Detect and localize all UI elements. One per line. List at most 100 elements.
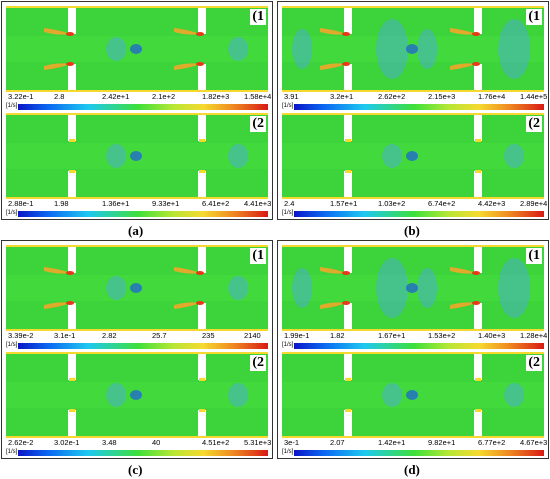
colorbar-tick-label: 2.8 [54,92,65,101]
low-rate-core [130,151,142,161]
colorbar-ticks: 3.22e-1 2.8 2.42e+1 2.1e+2 1.82e+3 1.58e+4 [6,92,272,102]
colorbar-tick-label: 1.99e-1 [284,331,310,340]
high-rate-streak [44,28,70,35]
baffle-bottom [198,64,206,92]
peak-rate-spot [196,271,204,275]
low-rate-region [228,383,248,407]
low-rate-region [106,383,126,407]
colorbar-tick-label: 2.88e-1 [8,199,34,208]
baffle-top [198,113,206,141]
baffle-top [344,113,352,141]
low-rate-core [406,151,418,161]
subplot-2: (2 2.4 1.57e+1 1.03e+2 6.74e+2 4.42e+3 2.89e+4… [282,113,547,220]
low-rate-region [228,276,248,300]
high-rate-streak [69,139,75,142]
low-rate-region [382,144,402,168]
low-rate-region [376,19,408,79]
high-rate-streak [475,409,481,412]
contour-field: (2 [282,352,544,438]
colorbar-tick-label: 9.82e+1 [428,438,456,447]
subplot-2: (2 2.62e-2 3.02e-1 3.48 40 4.51e+2 5.31e+3 [1/s… [6,352,272,459]
subplot-2: (2 2.88e-1 1.98 1.36e+1 9.33e+1 6.41e+2 4.41e+… [6,113,272,220]
colorbar-tick-label: 2.62e+2 [378,92,406,101]
high-rate-streak [450,63,476,70]
peak-rate-spot [66,32,74,36]
high-rate-streak [199,409,205,412]
baffle-bottom [198,410,206,438]
low-rate-region [417,268,437,308]
colorbar-gradient [18,450,268,456]
colorbar-tick-label: 6.41e+2 [202,199,230,208]
high-rate-streak [345,409,351,412]
baffle-top [474,245,482,273]
low-rate-core [406,390,418,400]
high-rate-streak [475,378,481,381]
wall-bottom [6,436,268,438]
colorbar-tick-label: 3e-1 [284,438,300,447]
baffle-bottom [198,303,206,331]
low-rate-core [130,44,142,54]
high-rate-streak [450,28,476,35]
colorbar: 2.62e-2 3.02e-1 3.48 40 4.51e+2 5.31e+3 [1/s] [6,438,272,459]
colorbar-unit: [1/s] [6,449,18,455]
high-rate-streak [320,28,346,35]
high-rate-streak [345,378,351,381]
subplot-label: (2 [250,355,266,371]
baffle-top [68,352,76,380]
low-rate-region [106,276,126,300]
high-rate-streak [44,302,70,309]
panel-caption: (b) [404,223,420,238]
colorbar-tick-label: 1.44e+5 [520,92,548,101]
colorbar-tick-label: 3.02e-1 [54,438,80,447]
baffle-top [344,6,352,34]
peak-rate-spot [342,62,350,66]
wall-bottom [6,329,268,331]
low-rate-core [406,44,418,54]
colorbar-tick-label: 5.31e+3 [244,438,272,447]
high-rate-streak [199,170,205,173]
colorbar: 2.88e-1 1.98 1.36e+1 9.33e+1 6.41e+2 4.41e+3 [… [6,199,272,220]
colorbar-tick-label: 2.15e+3 [428,92,456,101]
baffle-top [344,245,352,273]
colorbar-tick-label: 2.42e+1 [102,92,130,101]
wall-bottom [282,90,544,92]
baffle-bottom [68,410,76,438]
baffle-top [198,352,206,380]
colorbar-ticks: 2.88e-1 1.98 1.36e+1 9.33e+1 6.41e+2 4.41e+3 [6,199,272,209]
baffle-top [474,113,482,141]
low-rate-region [228,37,248,61]
peak-rate-spot [472,301,480,305]
colorbar-gradient [18,343,268,349]
colorbar-tick-label: 1.40e+3 [478,331,506,340]
baffle-bottom [344,64,352,92]
colorbar-tick-label: 4.41e+3 [244,199,272,208]
wall-bottom [282,436,544,438]
colorbar-ticks: 3.91 3.2e+1 2.62e+2 2.15e+3 1.76e+4 1.44e+5 [282,92,548,102]
colorbar: 3.39e-2 3.1e-1 2.82 25.7 235 2140 [1/s] [6,331,268,352]
colorbar-unit: [1/s] [6,342,18,348]
flow-field-plot [6,113,268,199]
panel-caption: (d) [404,462,420,477]
colorbar-tick-label: 1.58e+4 [244,92,272,101]
wall-top [282,113,544,115]
baffle-top [68,113,76,141]
peak-rate-spot [196,32,204,36]
subplot-1: (1 3.91 3.2e+1 2.62e+2 2.15e+3 1.76e+4 1.44e+5… [282,6,548,113]
baffle-top [198,245,206,273]
colorbar-tick-label: 6.74e+2 [428,199,456,208]
baffle-bottom [344,410,352,438]
high-rate-streak [199,139,205,142]
subplot-label: (2 [526,355,542,371]
peak-rate-spot [66,301,74,305]
subplot-label: (1 [526,248,542,264]
colorbar-ticks: 3.39e-2 3.1e-1 2.82 25.7 235 2140 [6,331,268,341]
peak-rate-spot [342,32,350,36]
subplot-label: (1 [250,248,266,264]
wall-bottom [282,197,544,199]
high-rate-streak [199,378,205,381]
baffle-bottom [68,171,76,199]
subplot-1: (1 1.99e-1 1.82 1.67e+1 1.53e+2 1.40e+3 1.28e+… [282,245,547,352]
low-rate-region [382,383,402,407]
colorbar-tick-label: 4.67e+3 [520,438,548,447]
panel-c: (1 3.39e-2 3.1e-1 2.82 25.7 235 2140 [1/s] (2 2.6… [1,240,273,459]
